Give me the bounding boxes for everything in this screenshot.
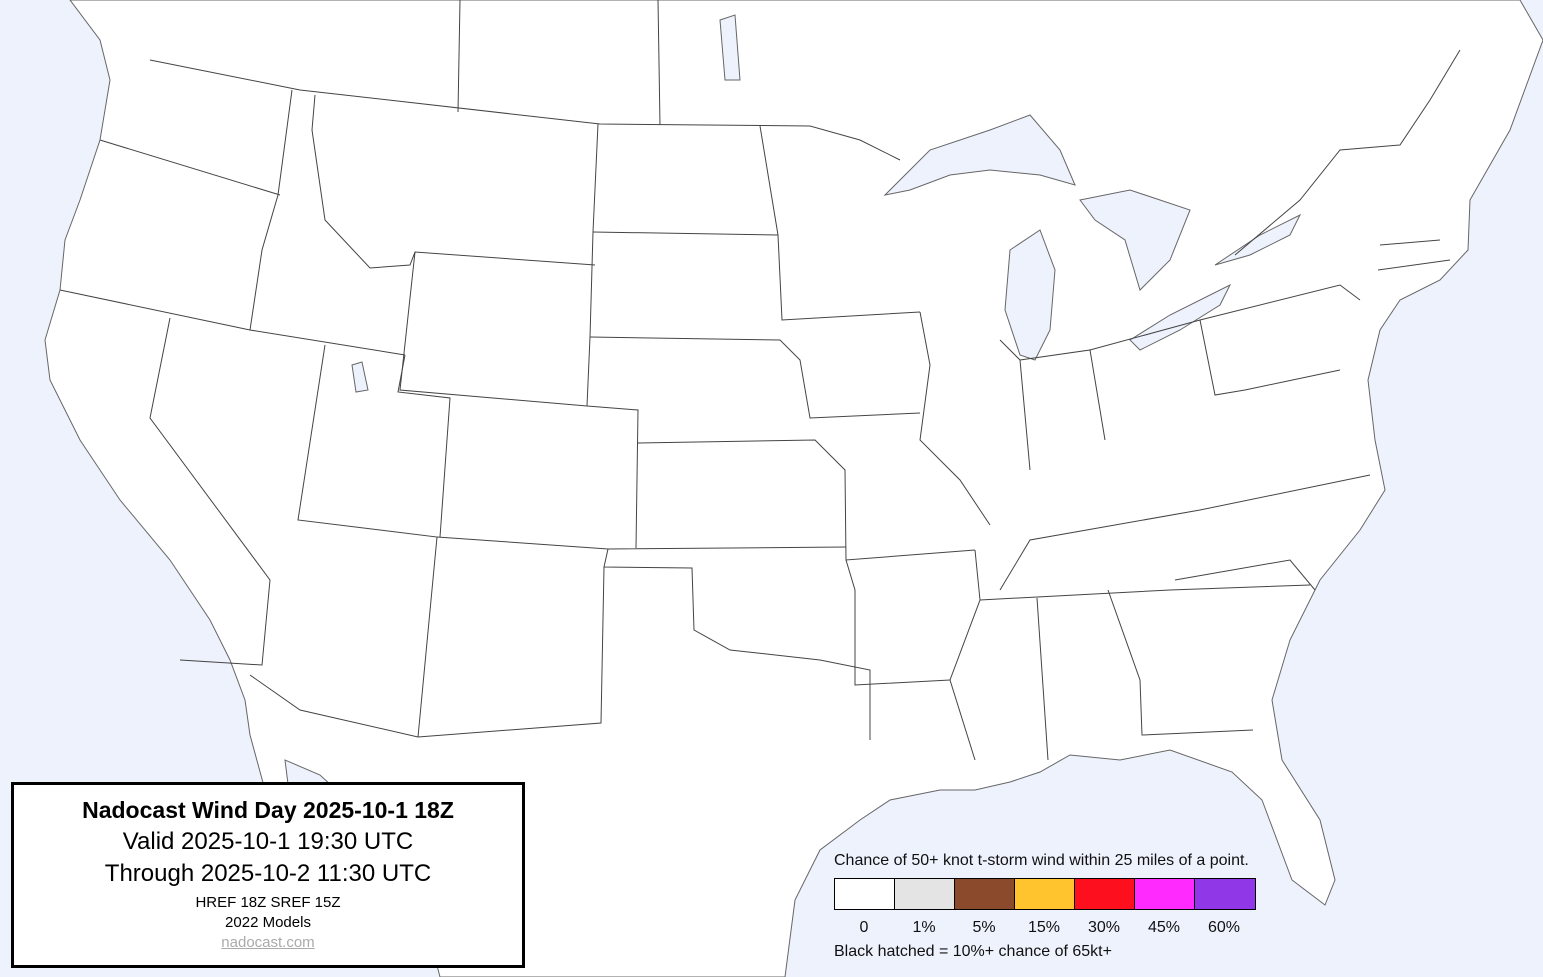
- swatch-1: [895, 879, 955, 909]
- legend-label: 1%: [912, 919, 936, 936]
- through-time: Through 2025-10-2 11:30 UTC: [104, 860, 432, 887]
- legend-labels: 0 1% 5% 15% 30% 45% 60%: [834, 919, 1254, 937]
- legend-label: 15%: [1027, 919, 1061, 936]
- model-version: 2022 Models: [225, 914, 311, 931]
- legend-caption: Chance of 50+ knot t-storm wind within 2…: [834, 852, 1249, 869]
- canada-border-east: [1234, 49, 1461, 256]
- legend-label: 5%: [972, 919, 996, 936]
- swatch-45: [1135, 879, 1195, 909]
- swatch-60: [1195, 879, 1255, 909]
- swatch-5: [955, 879, 1015, 909]
- lake-superior: [883, 114, 1076, 196]
- borders: [59, 0, 1461, 761]
- lake-michigan: [1004, 229, 1056, 361]
- lake-winnipeg: [719, 14, 741, 81]
- valid-time: Valid 2025-10-1 19:30 UTC: [122, 828, 414, 855]
- website-link[interactable]: nadocast.com: [221, 934, 315, 951]
- swatch-30: [1075, 879, 1135, 909]
- legend-label: 45%: [1147, 919, 1181, 936]
- map-title: Nadocast Wind Day 2025-10-1 18Z: [82, 797, 454, 823]
- lake-huron: [1079, 189, 1191, 291]
- legend-label: 30%: [1087, 919, 1121, 936]
- title-box: Nadocast Wind Day 2025-10-1 18Z Valid 20…: [11, 782, 525, 968]
- great-salt-lake: [351, 361, 369, 393]
- lake-erie: [1129, 283, 1232, 351]
- hatch-note: Black hatched = 10%+ chance of 65kt+: [834, 943, 1112, 960]
- swatch-0: [835, 879, 895, 909]
- legend-label: 60%: [1207, 919, 1241, 936]
- swatch-15: [1015, 879, 1075, 909]
- legend: Chance of 50+ knot t-storm wind within 2…: [834, 852, 1256, 961]
- great-lakes: [351, 14, 1302, 393]
- legend-label: 0: [859, 919, 869, 936]
- canada-border: [149, 59, 901, 161]
- legend-swatches: [834, 878, 1256, 910]
- model-runs: HREF 18Z SREF 15Z: [195, 894, 341, 911]
